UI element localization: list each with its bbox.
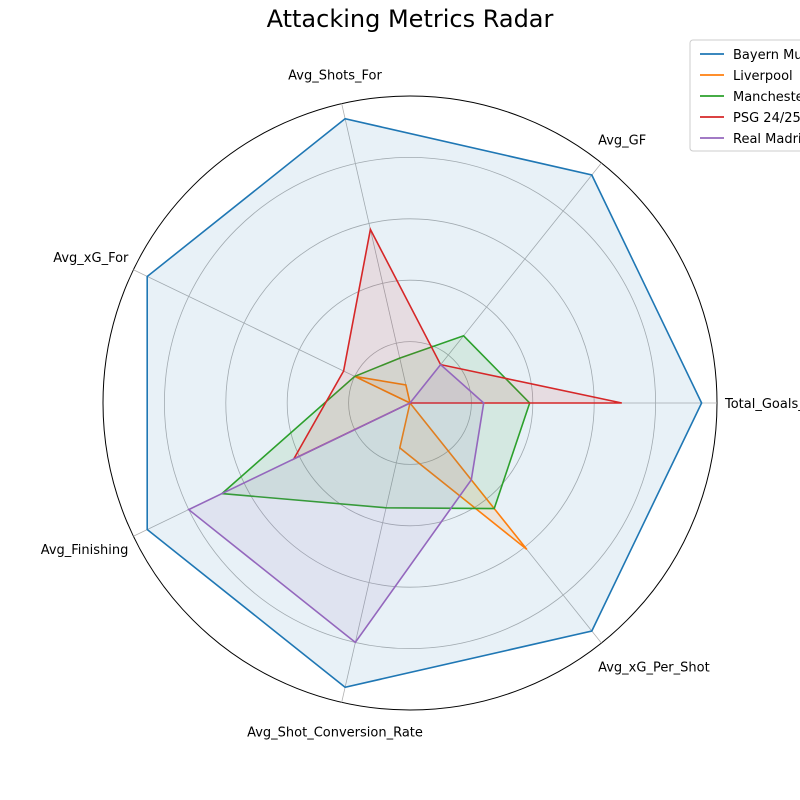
series-line-0 — [146, 117, 703, 689]
spoke-Avg_GF — [409, 162, 602, 404]
legend-entry: Real Madrid — [733, 132, 800, 147]
chart-title: Attacking Metrics Radar — [267, 5, 554, 33]
legend-entry: PSG 24/25 — [733, 111, 800, 126]
radar-series — [146, 117, 703, 689]
legend-entry: Bayern Munich — [733, 48, 800, 63]
spoke-Avg_Shots_For — [341, 103, 411, 404]
series-line-2 — [219, 334, 531, 510]
axis-labels: Total_Goals_For Avg_GF Avg_Shots_For Avg_xG… — [41, 68, 800, 740]
series-area-2 — [221, 335, 530, 509]
legend-box — [689, 39, 800, 152]
axis-label: Avg_xG_Per_Shot — [598, 661, 710, 676]
legend-entry: Liverpool — [733, 69, 793, 84]
spoke-Avg_Shot_Conversion_Rate — [341, 402, 411, 703]
series-area-3 — [293, 229, 622, 459]
series-line-4 — [187, 363, 485, 644]
axis-label: Avg_Finishing — [41, 543, 129, 558]
axis-label: Avg_GF — [598, 134, 646, 149]
axis-label: Total_Goals_For — [724, 397, 800, 412]
legend: Bayern Munich Liverpool Manchester City PSG… — [689, 39, 800, 152]
legend-entry: Manchester City — [733, 90, 800, 105]
series-area-4 — [188, 364, 484, 643]
axis-label: Avg_Shot_Conversion_Rate — [247, 726, 423, 741]
axis-label: Avg_xG_For — [53, 251, 129, 266]
axis-label: Avg_Shots_For — [288, 68, 382, 83]
series-area-1 — [354, 376, 527, 550]
